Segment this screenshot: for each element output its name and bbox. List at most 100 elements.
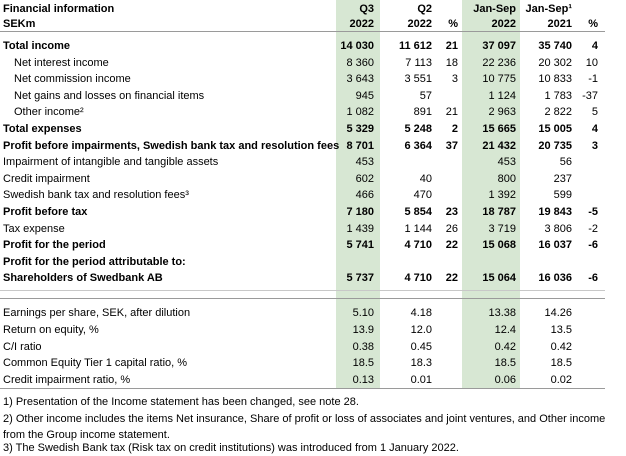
cell: 8 701 bbox=[346, 139, 374, 152]
cell: 16 037 bbox=[538, 239, 572, 252]
cell: 453 bbox=[497, 156, 516, 169]
cell: 40 bbox=[419, 172, 432, 185]
cell: 0.02 bbox=[550, 374, 572, 387]
cell: 1 783 bbox=[544, 89, 572, 102]
row-label: Profit for the period attributable to: bbox=[3, 255, 186, 268]
cell: 945 bbox=[355, 89, 374, 102]
cell: 1 392 bbox=[488, 189, 516, 202]
divider bbox=[0, 31, 605, 32]
cell: 10 833 bbox=[538, 73, 572, 86]
cell: -6 bbox=[588, 272, 598, 285]
cell: 5.10 bbox=[352, 307, 374, 319]
cell: 13.38 bbox=[488, 307, 516, 319]
cell: -37 bbox=[582, 89, 598, 102]
cell: 21 bbox=[445, 40, 458, 52]
table-title: Financial information bbox=[3, 3, 115, 15]
cell: 13.9 bbox=[352, 323, 374, 336]
column-period: Q3 bbox=[359, 3, 374, 15]
cell: 7 180 bbox=[346, 206, 374, 218]
cell: 13.5 bbox=[550, 323, 572, 336]
column-year: 2022 bbox=[349, 18, 374, 30]
row-label: Net gains and losses on financial items bbox=[14, 89, 205, 102]
row-label: Common Equity Tier 1 capital ratio, % bbox=[3, 357, 188, 370]
cell: 0.42 bbox=[494, 340, 516, 353]
row-label: Return on equity, % bbox=[3, 323, 99, 336]
column-year: 2022 bbox=[407, 18, 432, 30]
cell: 2 822 bbox=[544, 106, 572, 119]
cell: 35 740 bbox=[538, 40, 572, 52]
cell: 26 bbox=[445, 222, 458, 235]
highlight-column bbox=[336, 0, 380, 388]
cell: 37 097 bbox=[482, 40, 516, 52]
row-label: Total expenses bbox=[3, 123, 82, 135]
cell: 18 bbox=[445, 56, 458, 69]
cell: 3 551 bbox=[404, 73, 432, 86]
cell: 0.45 bbox=[410, 340, 432, 353]
cell: 466 bbox=[355, 189, 374, 202]
row-label: Other income² bbox=[14, 106, 84, 119]
cell: 21 bbox=[445, 106, 458, 119]
cell: 3 719 bbox=[488, 222, 516, 235]
cell: -2 bbox=[588, 222, 598, 235]
cell: 11 612 bbox=[398, 40, 432, 52]
cell: 5 329 bbox=[346, 123, 374, 135]
cell: 15 005 bbox=[538, 123, 572, 135]
cell: 1 082 bbox=[346, 106, 374, 119]
cell: 19 843 bbox=[538, 206, 572, 218]
column-year: 2022 bbox=[491, 18, 516, 30]
cell: 20 302 bbox=[538, 56, 572, 69]
cell: 2 bbox=[451, 123, 458, 135]
divider bbox=[0, 290, 605, 291]
cell: 602 bbox=[355, 172, 374, 185]
cell: 37 bbox=[445, 139, 458, 152]
row-label: Profit for the period bbox=[3, 239, 106, 252]
cell: 0.01 bbox=[410, 374, 432, 387]
cell: 2 963 bbox=[488, 106, 516, 119]
row-label: Profit before tax bbox=[3, 206, 88, 218]
cell: 56 bbox=[559, 156, 572, 169]
column-year: % bbox=[588, 18, 598, 30]
divider bbox=[0, 298, 605, 299]
cell: 4 710 bbox=[404, 272, 432, 285]
cell: 5 741 bbox=[346, 239, 374, 252]
cell: 18.5 bbox=[550, 357, 572, 370]
cell: 4 bbox=[591, 123, 598, 135]
cell: -5 bbox=[588, 206, 598, 218]
row-label: Tax expense bbox=[3, 222, 65, 235]
row-label: Credit impairment ratio, % bbox=[3, 374, 131, 387]
unit-label: SEKm bbox=[3, 18, 36, 30]
row-label: Total income bbox=[3, 40, 71, 52]
row-label: Credit impairment bbox=[3, 172, 90, 185]
cell: 10 775 bbox=[482, 73, 516, 86]
cell: 5 248 bbox=[404, 123, 432, 135]
cell: 8 360 bbox=[346, 56, 374, 69]
cell: 7 113 bbox=[405, 56, 432, 69]
cell: 21 432 bbox=[482, 139, 516, 152]
cell: 5 737 bbox=[346, 272, 374, 285]
cell: 891 bbox=[413, 106, 432, 119]
cell: 3 bbox=[591, 139, 598, 152]
cell: 3 643 bbox=[346, 73, 374, 86]
cell: -1 bbox=[588, 73, 598, 86]
footnote: 2) Other income includes the items Net i… bbox=[3, 413, 606, 441]
column-year: 2021 bbox=[547, 18, 572, 30]
cell: 1 439 bbox=[346, 222, 374, 235]
row-label: Earnings per share, SEK, after dilution bbox=[3, 307, 191, 319]
cell: 22 bbox=[445, 239, 458, 252]
cell: 4 710 bbox=[404, 239, 432, 252]
cell: 6 364 bbox=[404, 139, 432, 152]
footnote: 1) Presentation of the Income statement … bbox=[3, 396, 359, 408]
cell: 18.5 bbox=[352, 357, 374, 370]
highlight-column bbox=[462, 0, 520, 388]
divider bbox=[0, 388, 605, 389]
cell: 5 bbox=[591, 106, 598, 119]
cell: 22 bbox=[445, 272, 458, 285]
cell: 599 bbox=[553, 189, 572, 202]
cell: 12.4 bbox=[494, 323, 516, 336]
cell: 15 665 bbox=[482, 123, 516, 135]
cell: 237 bbox=[553, 172, 572, 185]
cell: 14.26 bbox=[544, 307, 572, 319]
cell: 15 068 bbox=[482, 239, 516, 252]
cell: -6 bbox=[588, 239, 598, 252]
